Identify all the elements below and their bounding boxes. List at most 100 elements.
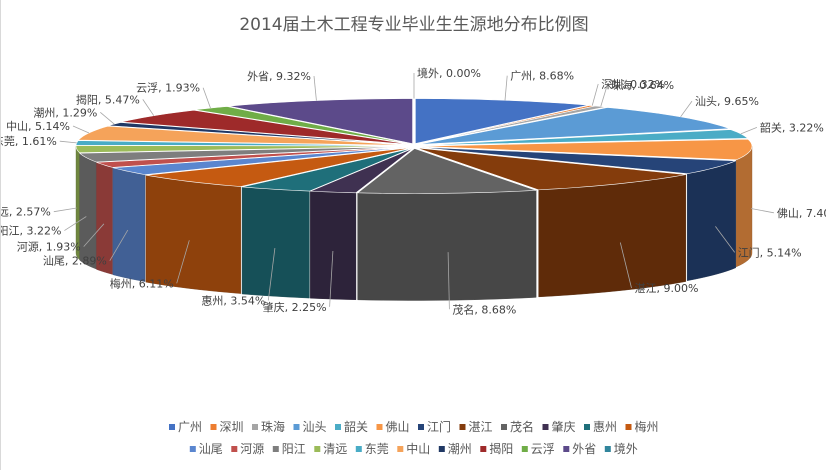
leader-line bbox=[53, 207, 77, 213]
legend-swatch-江门 bbox=[418, 424, 424, 430]
legend-swatch-韶关 bbox=[335, 424, 341, 430]
legend-item-肇庆[interactable]: 肇庆 bbox=[552, 419, 576, 434]
data-label-清远: 清远, 2.57% bbox=[1, 206, 51, 219]
pie-slice-side-汕尾 bbox=[112, 167, 146, 282]
leader-line bbox=[750, 208, 774, 214]
legend-item-江门[interactable]: 江门 bbox=[427, 419, 451, 434]
leader-line bbox=[313, 76, 317, 101]
leader-line bbox=[176, 240, 190, 284]
legend-swatch-肇庆 bbox=[542, 424, 549, 430]
legend-swatch-云浮 bbox=[521, 446, 528, 452]
data-label-广州: 广州, 8.68% bbox=[510, 70, 574, 83]
data-label-韶关: 韶关, 3.22% bbox=[760, 120, 824, 134]
data-label-深圳: 深圳, 0.32% bbox=[601, 78, 665, 91]
legend-swatch-境外 bbox=[604, 446, 611, 452]
data-label-阳江: 阳江, 3.22% bbox=[1, 225, 61, 238]
legend-item-汕尾[interactable]: 汕尾 bbox=[199, 442, 223, 456]
data-label-境外: 境外, 0.00% bbox=[417, 66, 481, 80]
data-label-梅州: 梅州, 6.11% bbox=[110, 276, 174, 290]
legend-item-境外[interactable]: 境外 bbox=[614, 441, 638, 456]
pie-slice-茂名[interactable] bbox=[356, 148, 537, 194]
legend-item-茂名[interactable]: 茂名 bbox=[510, 419, 534, 434]
data-label-佛山: 佛山, 7.40% bbox=[777, 207, 826, 220]
legend-item-广州[interactable]: 广州 bbox=[178, 420, 202, 434]
legend-item-梅州[interactable]: 梅州 bbox=[635, 419, 659, 434]
legend-item-揭阳[interactable]: 揭阳 bbox=[489, 441, 513, 456]
pie-slice-惠州[interactable] bbox=[242, 147, 413, 192]
legend-item-中山[interactable]: 中山 bbox=[406, 441, 430, 456]
leader-line bbox=[591, 83, 599, 106]
data-label-珠海: 珠海, 0.64% bbox=[610, 78, 674, 92]
data-label-肇庆: 肇庆, 2.25% bbox=[263, 300, 327, 314]
leader-line bbox=[64, 216, 87, 231]
legend-item-外省[interactable]: 外省 bbox=[572, 442, 596, 456]
legend-item-惠州[interactable]: 惠州 bbox=[593, 420, 617, 434]
pie-slice-珠海[interactable] bbox=[416, 105, 607, 145]
pie-slice-江门[interactable] bbox=[418, 146, 736, 175]
legend-item-汕头[interactable]: 汕头 bbox=[303, 420, 327, 434]
legend-swatch-湛江 bbox=[459, 424, 466, 430]
pie-slice-肇庆[interactable] bbox=[310, 148, 413, 194]
legend-swatch-深圳 bbox=[210, 424, 217, 430]
pie-slice-湛江[interactable] bbox=[416, 147, 686, 191]
data-label-中山: 中山, 5.14% bbox=[6, 120, 70, 133]
legend-swatch-河源 bbox=[231, 446, 238, 452]
data-label-外省: 外省, 9.32% bbox=[247, 70, 311, 83]
legend-swatch-广州 bbox=[169, 424, 175, 430]
pie-slice-阳江[interactable] bbox=[78, 146, 410, 163]
pie-slice-side-肇庆 bbox=[310, 191, 357, 300]
legend-swatch-东莞 bbox=[355, 446, 362, 452]
pie-slice-汕尾[interactable] bbox=[112, 147, 410, 175]
leader-line bbox=[267, 248, 276, 301]
legend-item-东莞[interactable]: 东莞 bbox=[365, 442, 389, 456]
pie-slice-side-湛江 bbox=[538, 174, 687, 298]
pie-slice-side-阳江 bbox=[79, 152, 97, 270]
legend-item-湛江[interactable]: 湛江 bbox=[469, 420, 493, 434]
pie-slice-佛山[interactable] bbox=[418, 138, 753, 161]
data-label-惠州: 惠州, 3.54% bbox=[201, 294, 265, 308]
pie-slice-清远[interactable] bbox=[75, 145, 410, 154]
data-label-汕头: 汕头, 9.65% bbox=[695, 95, 759, 108]
data-label-河源: 河源, 1.93% bbox=[17, 240, 81, 254]
legend-swatch-中山 bbox=[397, 446, 404, 452]
leader-line bbox=[504, 75, 508, 101]
leader-line bbox=[600, 85, 608, 107]
legend-item-阳江[interactable]: 阳江 bbox=[282, 442, 306, 456]
legend-swatch-茂名 bbox=[501, 424, 507, 430]
legend-swatch-梅州 bbox=[625, 424, 632, 430]
data-label-云浮: 云浮, 1.93% bbox=[136, 82, 200, 95]
legend-swatch-清远 bbox=[314, 446, 321, 452]
chart-title: 2014届土木工程专业毕业生生源地分布比例图 bbox=[239, 15, 588, 35]
legend-swatch-揭阳 bbox=[480, 446, 487, 452]
leader-line bbox=[100, 111, 115, 125]
data-label-潮州: 潮州, 1.29% bbox=[33, 105, 97, 119]
leader-line bbox=[72, 125, 90, 134]
legend-item-清远[interactable]: 清远 bbox=[323, 442, 347, 456]
data-label-揭阳: 揭阳, 5.47% bbox=[76, 92, 140, 106]
pie-slice-东莞[interactable] bbox=[75, 140, 410, 147]
pie-slice-河源[interactable] bbox=[96, 146, 410, 168]
data-label-汕尾: 汕尾, 2.89% bbox=[43, 255, 107, 268]
leader-line bbox=[59, 140, 77, 144]
leader-line bbox=[740, 127, 758, 135]
leader-line bbox=[202, 87, 211, 109]
legend-item-河源[interactable]: 河源 bbox=[240, 442, 264, 456]
legend-item-深圳[interactable]: 深圳 bbox=[220, 420, 244, 434]
leader-line bbox=[142, 99, 155, 116]
pie-slice-梅州[interactable] bbox=[145, 147, 411, 187]
legend-swatch-外省 bbox=[563, 446, 570, 452]
legend-swatch-汕头 bbox=[293, 424, 300, 430]
legend-item-云浮[interactable]: 云浮 bbox=[531, 442, 555, 456]
legend-item-潮州[interactable]: 潮州 bbox=[448, 441, 472, 456]
legend-item-韶关[interactable]: 韶关 bbox=[344, 419, 368, 434]
legend-swatch-珠海 bbox=[252, 424, 258, 430]
pie-slice-汕头[interactable] bbox=[417, 107, 730, 145]
legend-item-珠海[interactable]: 珠海 bbox=[261, 419, 285, 434]
pie-slice-外省[interactable] bbox=[228, 98, 413, 144]
leader-line bbox=[715, 226, 736, 253]
pie-slice-side-江门 bbox=[687, 160, 736, 281]
legend-swatch-惠州 bbox=[584, 424, 590, 430]
legend-item-佛山[interactable]: 佛山 bbox=[386, 420, 410, 434]
